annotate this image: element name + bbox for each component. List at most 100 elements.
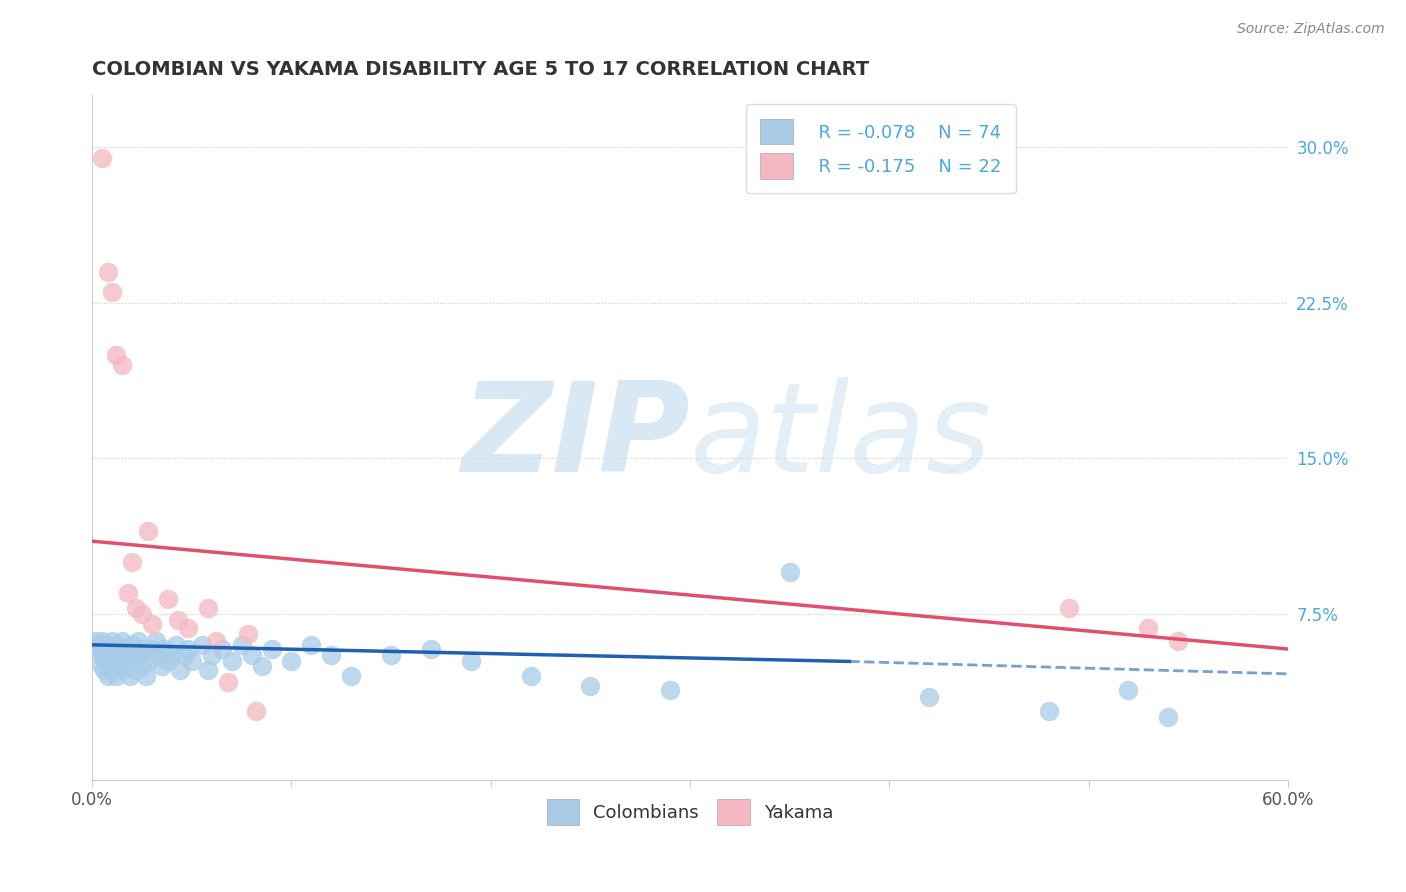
Point: [103, 642, 125, 657]
Point: [94, 655, 117, 669]
Point: [131, 658, 153, 673]
Point: [204, 633, 226, 648]
Point: [103, 652, 125, 666]
Point: [105, 348, 128, 362]
Point: [245, 704, 267, 718]
Legend: Colombians, Yakama: Colombians, Yakama: [540, 792, 841, 832]
Point: [136, 524, 159, 538]
Point: [180, 655, 202, 669]
Point: [918, 690, 941, 704]
Point: [111, 633, 134, 648]
Point: [1167, 633, 1189, 648]
Point: [89, 648, 111, 663]
Point: [260, 642, 283, 657]
Point: [87, 638, 110, 652]
Point: [135, 669, 157, 683]
Point: [779, 566, 801, 580]
Point: [136, 655, 159, 669]
Point: [121, 555, 143, 569]
Point: [240, 648, 263, 663]
Point: [153, 642, 176, 657]
Point: [280, 655, 302, 669]
Point: [250, 658, 273, 673]
Point: [191, 638, 214, 652]
Point: [117, 586, 139, 600]
Point: [197, 663, 219, 677]
Point: [177, 642, 200, 657]
Point: [91, 658, 114, 673]
Point: [101, 663, 124, 677]
Point: [101, 285, 124, 300]
Point: [97, 638, 120, 652]
Point: [122, 648, 145, 663]
Point: [101, 633, 124, 648]
Point: [117, 642, 139, 657]
Point: [217, 675, 239, 690]
Text: COLOMBIAN VS YAKAMA DISABILITY AGE 5 TO 17 CORRELATION CHART: COLOMBIAN VS YAKAMA DISABILITY AGE 5 TO …: [93, 60, 869, 78]
Point: [211, 642, 233, 657]
Point: [173, 648, 195, 663]
Point: [420, 642, 443, 657]
Point: [197, 600, 219, 615]
Point: [108, 642, 131, 657]
Point: [112, 648, 135, 663]
Point: [340, 669, 363, 683]
Point: [107, 658, 129, 673]
Point: [150, 658, 173, 673]
Point: [98, 648, 121, 663]
Point: [107, 648, 129, 663]
Point: [98, 658, 121, 673]
Point: [93, 663, 115, 677]
Point: [1157, 710, 1180, 724]
Point: [1118, 683, 1140, 698]
Point: [97, 669, 120, 683]
Point: [201, 648, 224, 663]
Point: [121, 638, 143, 652]
Point: [127, 633, 149, 648]
Point: [91, 633, 114, 648]
Point: [160, 648, 183, 663]
Point: [94, 642, 117, 657]
Point: [1038, 704, 1060, 718]
Point: [321, 648, 343, 663]
Point: [146, 648, 169, 663]
Point: [97, 265, 120, 279]
Point: [131, 607, 153, 621]
Point: [115, 655, 138, 669]
Text: atlas: atlas: [690, 377, 993, 498]
Point: [145, 633, 167, 648]
Point: [118, 669, 141, 683]
Point: [167, 613, 190, 627]
Point: [659, 683, 682, 698]
Point: [519, 669, 541, 683]
Point: [231, 638, 253, 652]
Point: [141, 642, 163, 657]
Point: [156, 655, 179, 669]
Point: [93, 648, 115, 663]
Point: [111, 358, 134, 372]
Point: [177, 621, 200, 635]
Point: [169, 663, 191, 677]
Point: [111, 663, 134, 677]
Point: [84, 633, 107, 648]
Point: [460, 655, 482, 669]
Point: [236, 627, 259, 641]
Point: [1057, 600, 1080, 615]
Text: ZIP: ZIP: [461, 377, 690, 498]
Point: [1137, 621, 1160, 635]
Point: [129, 648, 152, 663]
Point: [105, 669, 128, 683]
Point: [132, 642, 155, 657]
Point: [89, 642, 111, 657]
Point: [125, 600, 148, 615]
Point: [125, 663, 148, 677]
Text: Source: ZipAtlas.com: Source: ZipAtlas.com: [1237, 22, 1385, 37]
Point: [380, 648, 402, 663]
Point: [105, 638, 128, 652]
Point: [156, 592, 179, 607]
Point: [165, 638, 187, 652]
Point: [299, 638, 322, 652]
Point: [91, 151, 114, 165]
Point: [579, 679, 602, 693]
Point: [221, 655, 243, 669]
